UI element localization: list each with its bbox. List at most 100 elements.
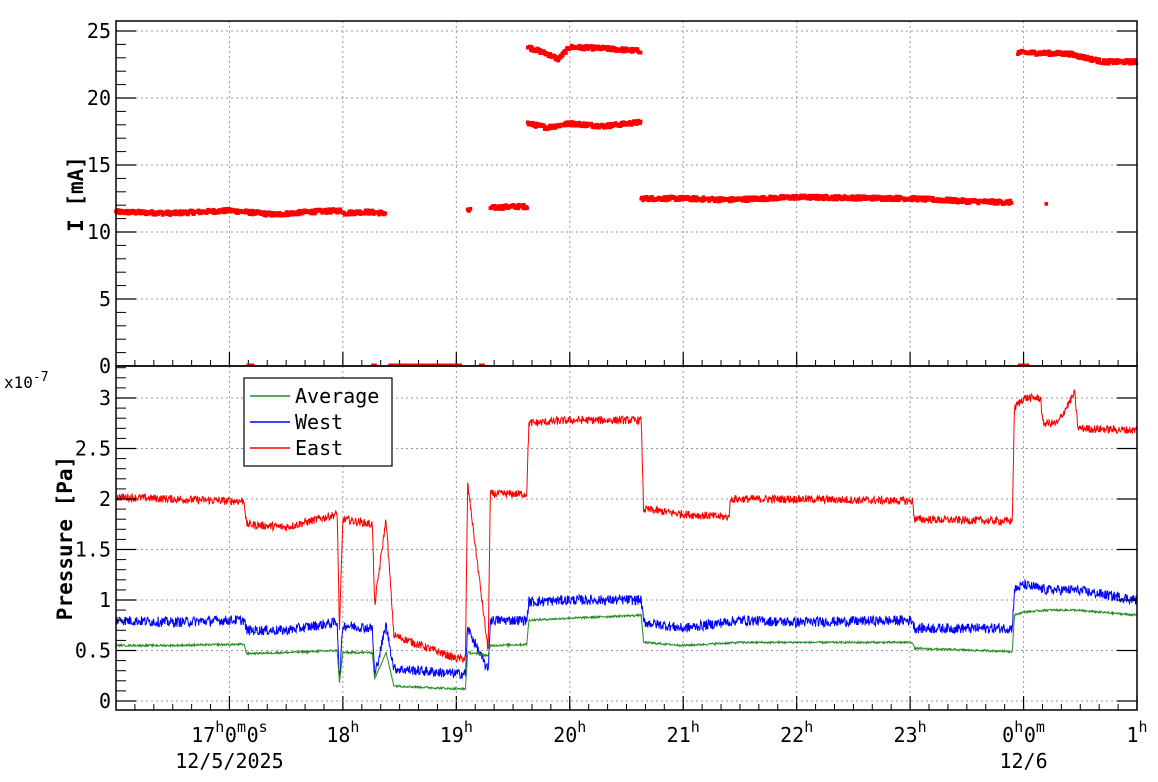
current-point [516, 206, 520, 211]
current-point [707, 199, 711, 203]
current-point [823, 196, 827, 201]
current-point [278, 211, 282, 215]
current-point [1078, 56, 1083, 60]
current-point [622, 49, 627, 54]
current-point [273, 213, 277, 218]
current-point [366, 209, 370, 213]
current-point [595, 122, 599, 127]
current-point [770, 197, 775, 202]
current-point [1082, 54, 1086, 58]
pressure-y-axis-title: Pressure [Pa] [53, 456, 77, 620]
current-point [591, 47, 596, 52]
current-point [1106, 61, 1111, 66]
current-point [129, 211, 134, 215]
current-point [995, 198, 999, 203]
current-point [353, 211, 358, 216]
current-point [667, 197, 672, 202]
current-point [896, 198, 901, 203]
pressure-y-axis: 0 0.5 1 1.5 2 2.5 3 [75, 367, 1137, 713]
current-point [250, 208, 254, 213]
current-point [497, 204, 501, 208]
series-east-line [115, 389, 1138, 663]
current-y-tick-label: 10 [87, 220, 111, 244]
current-point [1069, 53, 1073, 57]
current-point [746, 199, 750, 203]
x-tick-label: 18h [326, 718, 359, 747]
current-point [862, 194, 867, 198]
current-point [298, 209, 303, 214]
current-point [150, 209, 154, 213]
current-point [638, 119, 643, 124]
time-axis: 17h 0m 0s 18h 19h 20h 21h 22h 23h 0h 0m … [175, 718, 1147, 773]
current-point [224, 206, 229, 211]
current-point [1115, 61, 1119, 65]
current-point [131, 209, 135, 213]
current-point [564, 123, 568, 128]
current-point [377, 212, 381, 217]
pressure-y-tick-label: 2.5 [75, 437, 111, 461]
current-point [574, 123, 578, 128]
current-point [133, 209, 137, 213]
current-point [168, 213, 173, 217]
current-point [300, 211, 304, 216]
current-frame [115, 20, 1138, 367]
current-point [956, 200, 961, 205]
current-point [1097, 57, 1101, 61]
current-point [631, 121, 635, 126]
current-y-tick-label: 15 [87, 153, 111, 177]
current-point [271, 211, 276, 216]
current-point [992, 202, 997, 206]
current-point [358, 209, 362, 213]
current-y-axis-title: I [mA] [64, 156, 88, 232]
current-point [576, 46, 581, 51]
current-point [845, 195, 850, 199]
current-point [571, 120, 576, 125]
current-point [873, 194, 878, 199]
current-point [948, 196, 952, 201]
legend-entry-east: East [295, 436, 343, 460]
current-point [557, 56, 562, 60]
current-point [728, 196, 733, 200]
current-point [1044, 202, 1049, 206]
current-point [961, 200, 965, 205]
current-point [811, 196, 815, 201]
current-point [748, 195, 753, 200]
current-point [806, 196, 811, 201]
current-point [548, 52, 553, 56]
current-y-tick-label: 20 [87, 86, 111, 110]
current-point [1085, 54, 1090, 59]
current-point [327, 207, 331, 211]
current-point [268, 210, 273, 215]
current-point [1088, 58, 1093, 63]
current-point [840, 197, 844, 202]
current-point [313, 211, 317, 216]
current-point [563, 48, 568, 53]
pressure-y-tick-label: 2 [99, 487, 111, 511]
current-point [1038, 52, 1043, 57]
current-point [179, 209, 183, 213]
current-point [246, 208, 251, 213]
current-point [368, 211, 372, 216]
current-point [635, 47, 640, 52]
series-west-line [115, 578, 1138, 680]
current-point [608, 48, 613, 53]
current-point [270, 213, 275, 218]
x-tick-label: 20h [553, 718, 586, 747]
current-point [745, 195, 749, 200]
current-point [621, 120, 626, 124]
x-tick-label: 17h 0m 0s [191, 718, 268, 747]
current-point [493, 207, 498, 211]
pressure-panel: 0 0.5 1 1.5 2 2.5 3 Pressure [Pa] x10-7 Averag… [4, 365, 1138, 713]
current-point [579, 47, 583, 51]
current-point [825, 195, 830, 200]
current-point [534, 125, 538, 129]
current-point [276, 213, 280, 218]
current-point [468, 206, 473, 211]
current-point [663, 195, 668, 199]
current-point [914, 195, 919, 200]
current-point [878, 195, 883, 199]
current-point [644, 194, 649, 199]
current-point [781, 194, 786, 198]
current-point [920, 198, 925, 203]
